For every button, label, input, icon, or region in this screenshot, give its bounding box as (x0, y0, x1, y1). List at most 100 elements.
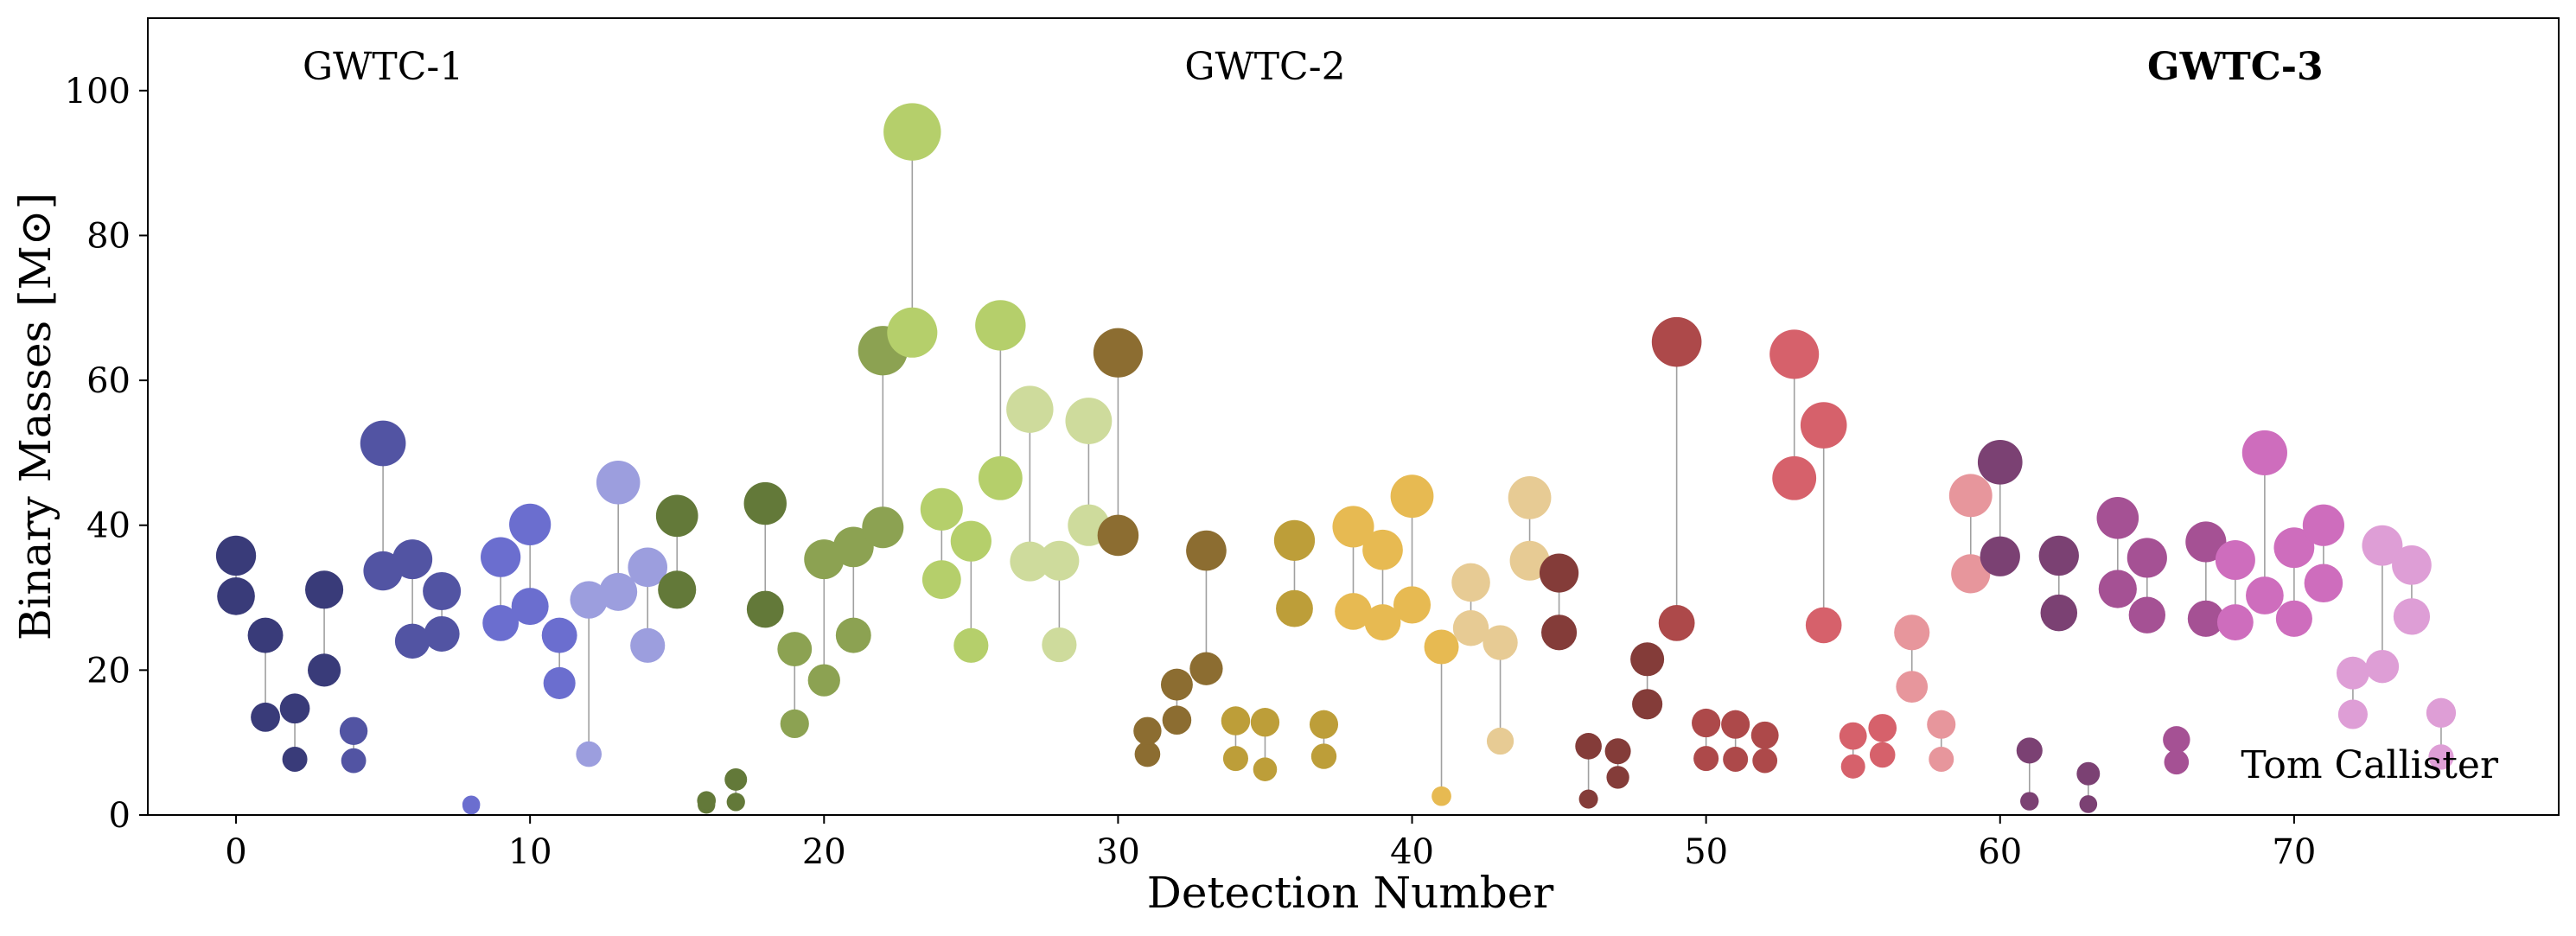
primary-mass-point (1927, 710, 1956, 739)
secondary-mass-point (2337, 699, 2368, 729)
primary-mass-point (655, 494, 698, 538)
primary-mass-point (1839, 722, 1867, 750)
secondary-mass-point (217, 577, 255, 615)
primary-mass-point (1692, 708, 1721, 738)
secondary-mass-point (2040, 594, 2078, 632)
primary-mass-point (1508, 476, 1552, 519)
mass-points (215, 103, 2457, 815)
primary-mass-point (1186, 530, 1227, 571)
secondary-mass-point (1162, 705, 1192, 735)
secondary-mass-point (1723, 746, 1749, 772)
primary-mass-point (1332, 506, 1374, 548)
secondary-mass-point (1606, 766, 1629, 789)
primary-mass-point (279, 693, 310, 724)
secondary-mass-point (1929, 746, 1954, 772)
secondary-mass-point (835, 617, 871, 653)
x-tick-label: 30 (1096, 832, 1140, 872)
primary-mass-point (1133, 716, 1162, 745)
secondary-mass-point (2216, 604, 2254, 640)
secondary-mass-point (1431, 786, 1451, 806)
secondary-mass-point (1253, 757, 1278, 781)
primary-mass-point (1451, 563, 1490, 602)
primary-mass-point (1309, 710, 1339, 739)
primary-mass-point (2163, 726, 2190, 754)
secondary-mass-point (2428, 744, 2454, 770)
secondary-mass-point (1393, 586, 1431, 624)
secondary-mass-point (1951, 554, 1991, 594)
mass-connector-lines (235, 131, 2442, 806)
secondary-mass-point (2187, 600, 2224, 637)
secondary-mass-point (2098, 570, 2137, 608)
primary-mass-point (1604, 738, 1631, 765)
primary-mass-point (2126, 538, 2167, 578)
primary-mass-point (1575, 733, 1602, 760)
primary-mass-point (1273, 519, 1316, 561)
primary-mass-point (777, 632, 813, 666)
secondary-mass-point (887, 307, 938, 358)
primary-mass-point (596, 460, 641, 505)
primary-mass-point (1006, 385, 1054, 433)
secondary-mass-point (2246, 576, 2284, 614)
primary-mass-point (1868, 714, 1897, 742)
secondary-mass-point (780, 709, 809, 738)
secondary-mass-point (394, 623, 430, 659)
primary-mass-point (724, 767, 748, 791)
primary-mass-point (1800, 402, 1847, 449)
secondary-mass-point (1658, 604, 1695, 641)
primary-mass-point (541, 617, 577, 653)
secondary-mass-point (1042, 627, 1077, 663)
primary-mass-point (1221, 706, 1251, 735)
secondary-mass-point (599, 572, 638, 611)
secondary-mass-point (1276, 589, 1313, 627)
secondary-mass-point (630, 627, 666, 663)
primary-mass-point (392, 539, 433, 580)
secondary-mass-point (1541, 614, 1578, 651)
catalog-label: GWTC-3 (2147, 45, 2324, 89)
secondary-mass-point (2365, 649, 2400, 684)
primary-mass-point (2185, 521, 2227, 563)
secondary-mass-point (576, 741, 603, 767)
secondary-mass-point (1097, 514, 1139, 557)
primary-mass-point (883, 103, 941, 161)
secondary-mass-point (511, 588, 549, 626)
primary-mass-point (339, 716, 368, 745)
secondary-mass-point (1509, 540, 1550, 581)
primary-mass-point (1651, 316, 1702, 367)
primary-mass-point (2076, 761, 2101, 786)
secondary-mass-point (1310, 743, 1337, 769)
y-axis-label: Binary Masses [M⊙] (10, 193, 61, 640)
secondary-mass-point (953, 627, 989, 663)
primary-mass-point (1160, 668, 1193, 701)
y-tick-label: 80 (86, 216, 131, 256)
x-tick-label: 10 (508, 832, 552, 872)
secondary-mass-point (1980, 536, 2020, 576)
y-tick-label: 60 (86, 361, 131, 401)
primary-mass-point (247, 617, 284, 653)
x-tick-label: 70 (2272, 832, 2316, 872)
secondary-mass-point (862, 506, 904, 549)
primary-mass-point (1093, 328, 1143, 378)
primary-mass-point (305, 570, 344, 609)
secondary-mass-point (282, 746, 308, 772)
secondary-mass-point (1632, 689, 1663, 720)
secondary-mass-point (1752, 748, 1778, 774)
secondary-mass-point (1364, 604, 1401, 640)
primary-mass-point (1769, 329, 1820, 379)
primary-mass-point (570, 581, 608, 619)
secondary-mass-point (1896, 671, 1929, 704)
primary-mass-point (832, 526, 874, 568)
secondary-mass-point (2020, 792, 2039, 811)
secondary-mass-point (1486, 727, 1514, 755)
primary-mass-point (1894, 614, 1930, 651)
primary-mass-point (2302, 504, 2344, 546)
x-tick-label: 50 (1684, 832, 1728, 872)
secondary-mass-point (1693, 746, 1719, 772)
primary-mass-point (509, 503, 552, 545)
secondary-mass-point (807, 664, 840, 697)
primary-mass-point (481, 537, 521, 577)
primary-mass-point (1977, 439, 2023, 485)
y-tick-label: 20 (86, 651, 131, 691)
x-axis-label: Detection Number (1147, 868, 1554, 918)
primary-mass-point (920, 487, 963, 531)
